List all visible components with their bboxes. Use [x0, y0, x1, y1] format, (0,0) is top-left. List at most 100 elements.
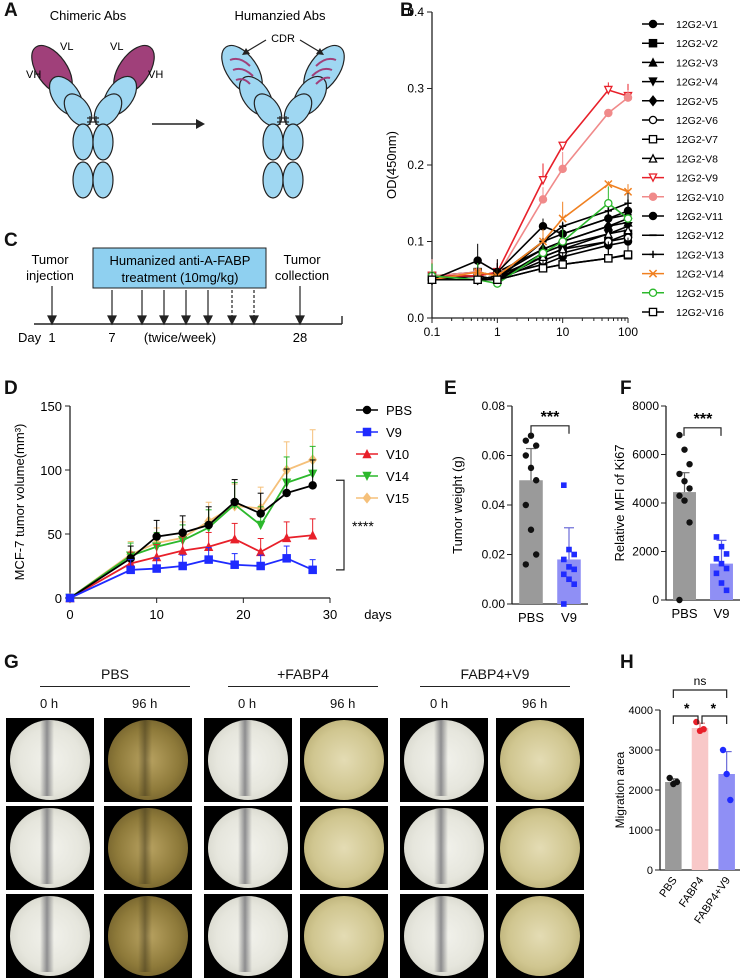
data-point: [527, 526, 535, 533]
y-axis-label: Tumor weight (g): [450, 456, 465, 554]
photo-fabp4-v9-96h-2: [496, 806, 584, 890]
day-label: Day: [18, 330, 42, 345]
b-point-12G2-V8: [558, 244, 568, 254]
data-point: [713, 534, 720, 540]
b-legend-label: 12G2-V2: [676, 38, 718, 50]
d-series-line-V14: [69, 472, 313, 599]
data-point: [561, 556, 567, 563]
data-point: [571, 551, 577, 558]
h-significance-ns: ns: [694, 674, 707, 688]
d-point-V14: [256, 520, 266, 531]
y-axis-label: Relative MFI of Ki67: [612, 444, 627, 561]
b-point-12G2-V13: [604, 207, 612, 215]
d-point-PBS: [308, 481, 317, 490]
bar-PBS: [519, 480, 543, 604]
d-significance-bracket: [336, 479, 345, 571]
data-point: [723, 551, 730, 557]
data-point: [566, 564, 572, 570]
d-significance-label: ****: [352, 518, 374, 534]
y-tick-label: 3000: [629, 745, 653, 757]
d-point-V10: [282, 532, 292, 543]
y-tick-label: 1000: [629, 825, 653, 837]
data-point: [727, 796, 734, 804]
photo-fabp4-0h-3: [204, 894, 292, 978]
data-point: [676, 431, 683, 439]
b-point-12G2-V14: [538, 237, 548, 246]
bar-PBS: [673, 492, 696, 600]
time-96h-pbs: 96 h: [132, 696, 158, 711]
b-legend-marker: [648, 38, 658, 48]
group-title-pbs: PBS: [100, 666, 129, 682]
data-point: [522, 561, 530, 568]
b-legend-marker: [648, 173, 658, 183]
d-y-tick-label: 50: [48, 527, 62, 542]
d-legend-label: V14: [386, 469, 409, 484]
data-point: [571, 566, 577, 573]
day-7: 7: [108, 330, 115, 345]
chimeric-antibody: [31, 44, 155, 199]
d-x-tick-label: 30: [323, 607, 337, 622]
b-point-12G2-V8: [623, 224, 633, 235]
d-point-PBS: [230, 497, 239, 507]
d-legend-marker: [362, 471, 372, 482]
vl-label-left: VL: [60, 41, 73, 53]
d-point-PBS: [204, 520, 213, 530]
b-point-12G2-V16: [538, 264, 548, 273]
b-legend-marker: [648, 288, 658, 298]
y-tick-label: 0.02: [482, 548, 506, 562]
time-96h-fabp4: 96 h: [330, 696, 356, 711]
b-legend-label: 12G2-V6: [676, 115, 718, 127]
data-point: [723, 587, 730, 594]
treatment-box: [92, 247, 267, 289]
group-title-fabp4-v9: FABP4+V9: [460, 666, 530, 682]
d-point-V9: [204, 555, 213, 564]
f-significance-label: ***: [694, 411, 713, 428]
b-legend-label: 12G2-V15: [676, 288, 724, 300]
time-0h-fabp4: 0 h: [238, 696, 257, 711]
vl-label-right: VL: [110, 41, 123, 53]
x-tick-label: V9: [561, 610, 577, 625]
d-point-PBS: [152, 532, 161, 541]
timeline-arrows: [47, 286, 305, 326]
b-point-12G2-V16: [473, 275, 482, 284]
photo-pbs-0h-3: [6, 894, 94, 978]
b-x-tick-label: 0.1: [424, 325, 441, 339]
h-bracket-ns: [672, 689, 728, 698]
b-legend-label: 12G2-V3: [676, 57, 718, 69]
time-96h-fabp4-v9: 96 h: [522, 696, 548, 711]
tumor-injection-line1: Tumor: [31, 252, 69, 267]
d-point-V10: [308, 530, 318, 540]
b-legend-marker: [648, 211, 658, 221]
y-tick-label: 2000: [629, 785, 653, 797]
b-legend-marker: [648, 95, 658, 107]
data-point: [527, 432, 535, 439]
b-point-12G2-V16: [558, 260, 567, 269]
b-x-tick-label: 100: [618, 325, 638, 339]
b-legend-label: 12G2-V8: [676, 153, 718, 165]
b-legend-label: 12G2-V4: [676, 77, 718, 89]
photo-fabp4-96h-2: [300, 806, 388, 890]
day-28: 28: [293, 330, 307, 345]
b-point-12G2-V16: [623, 250, 633, 259]
b-point-12G2-V8: [603, 228, 613, 239]
chart-f-ki67: 0 2000 4000 6000 8000 Relative MFI of Ki67 PBS…: [612, 399, 740, 621]
photo-fabp4-v9-96h-3: [496, 894, 584, 978]
photo-pbs-0h-2: [6, 806, 94, 890]
data-point: [681, 446, 688, 453]
f-significance-bracket: [683, 427, 722, 436]
y-tick-label: 8000: [632, 399, 659, 413]
d-point-V9: [178, 561, 187, 571]
b-legend-marker: [648, 57, 658, 67]
b-y-tick-label: 0.3: [407, 82, 424, 96]
data-point: [676, 470, 683, 478]
group-title-fabp4: +FABP4: [277, 666, 329, 682]
panel-label-c: C: [4, 230, 18, 251]
panel-label-e: E: [444, 378, 457, 399]
time-0h-pbs: 0 h: [40, 696, 59, 711]
b-point-12G2-V16: [604, 254, 613, 263]
panel-label-f: F: [620, 378, 632, 399]
data-point: [718, 580, 725, 586]
d-legend-marker: [362, 405, 372, 415]
b-legend-marker: [648, 192, 658, 202]
data-point: [718, 560, 725, 567]
